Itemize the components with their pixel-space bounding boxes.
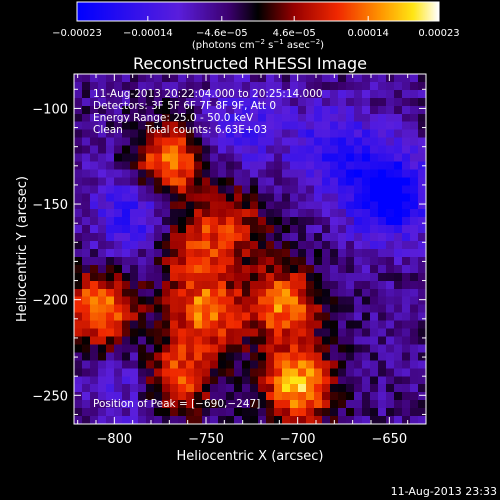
colorbar-gradient — [77, 2, 439, 21]
x-tick-label: −800 — [96, 432, 132, 447]
annotation-energy-range: Energy Range: 25.0 - 50.0 keV — [93, 112, 254, 124]
colorbar-tick-label: 0.00023 — [418, 28, 459, 39]
heatmap-image — [74, 74, 426, 424]
colorbar-unit-label: (photons cm−2 s−1 asec−2) — [192, 38, 324, 51]
annotation-total-counts: Total counts: 6.63E+03 — [144, 124, 267, 136]
annotation-time-range: 11-Aug-2013 20:22:04.000 to 20:25:14.000 — [93, 88, 323, 100]
y-tick-label: −250 — [32, 389, 68, 404]
annotation-detectors: Detectors: 3F 5F 6F 7F 8F 9F, Att 0 — [93, 100, 276, 112]
y-tick-label: −200 — [32, 294, 68, 309]
x-axis-label: Heliocentric X (arcsec) — [177, 449, 324, 464]
chart-title: Reconstructed RHESSI Image — [133, 54, 367, 73]
x-tick-label: −650 — [371, 432, 407, 447]
colorbar-tick-label: −4.6e−05 — [196, 28, 248, 39]
annotation-block: 11-Aug-2013 20:22:04.000 to 20:25:14.000… — [93, 88, 323, 410]
x-axis-ticks: −800 −750 −700 −650 — [77, 74, 427, 447]
y-tick-label: −100 — [32, 102, 68, 117]
colorbar-tick-label: 0.00014 — [347, 28, 388, 39]
y-axis-ticks: −250 −200 −150 −100 — [32, 88, 426, 415]
colorbar-ticks: −0.00023 −0.00014 −4.6e−05 4.6e−05 0.00014 0.… — [52, 16, 460, 39]
x-tick-label: −700 — [280, 432, 316, 447]
plot-frame — [73, 73, 427, 425]
colorbar-frame — [76, 1, 440, 22]
y-tick-label: −150 — [32, 198, 68, 213]
footer-timestamp: 11-Aug-2013 23:33 — [391, 485, 497, 498]
annotation-clean: Clean — [93, 124, 123, 136]
y-axis-label: Heliocentric Y (arcsec) — [15, 176, 30, 322]
x-tick-label: −750 — [188, 432, 224, 447]
colorbar-tick-label: −0.00023 — [52, 28, 102, 39]
annotation-peak-position: Position of Peak = [−690,−247] — [93, 398, 260, 410]
colorbar-tick-label: −0.00014 — [123, 28, 173, 39]
colorbar: −0.00023 −0.00014 −4.6e−05 4.6e−05 0.00014 0.… — [52, 1, 460, 51]
colorbar-tick-label: 4.6e−05 — [273, 28, 316, 39]
